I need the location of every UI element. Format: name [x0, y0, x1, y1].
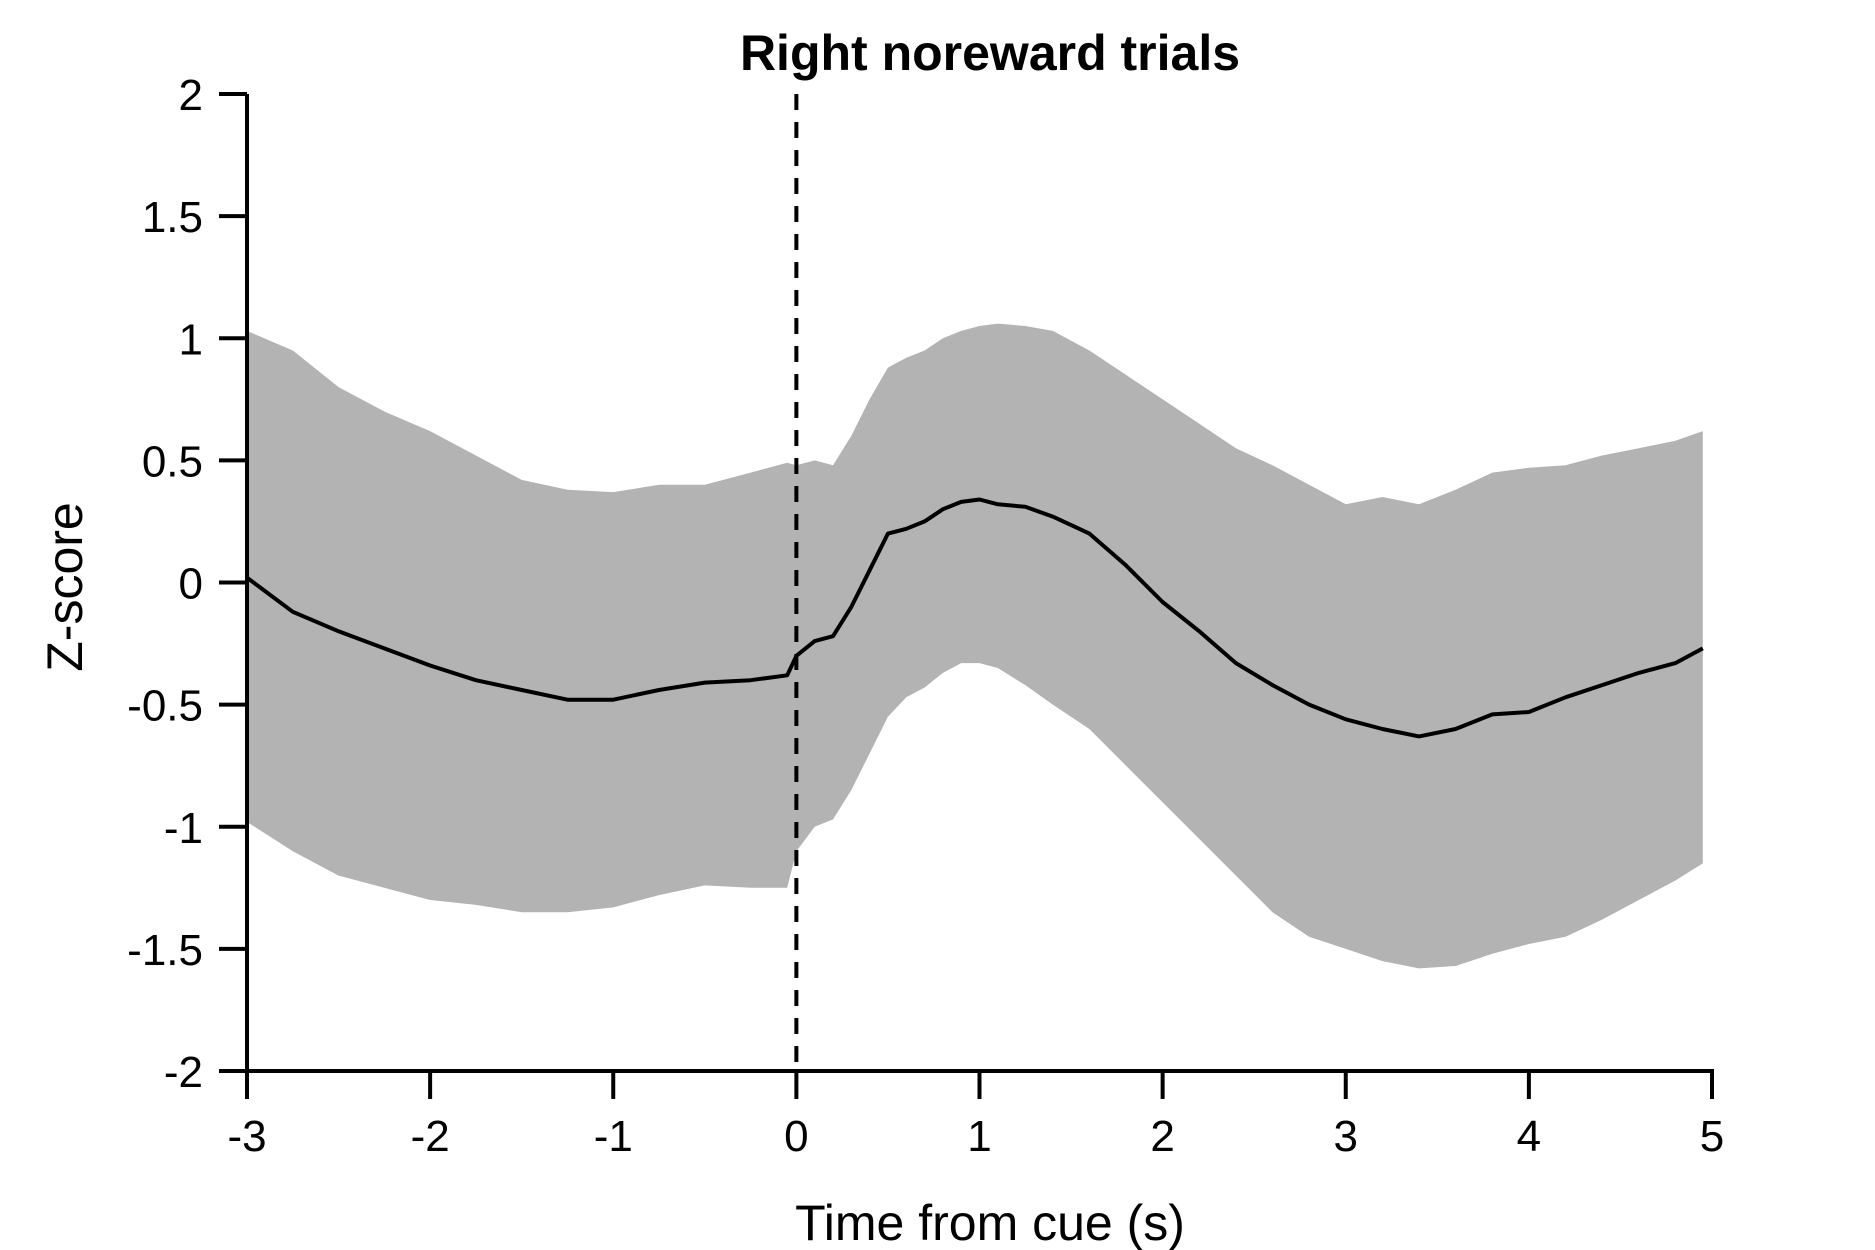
y-tick-label: -1	[164, 804, 203, 853]
y-tick-label: -1.5	[127, 926, 203, 975]
x-tick-label: 0	[784, 1112, 808, 1161]
x-tick-label: 2	[1150, 1112, 1174, 1161]
x-tick-label: -3	[227, 1112, 266, 1161]
x-tick-label: 5	[1700, 1112, 1724, 1161]
y-tick-label: 0	[179, 560, 203, 609]
error-band	[247, 323, 1703, 969]
y-tick-label: -2	[164, 1048, 203, 1097]
chart-title: Right noreward trials	[740, 25, 1240, 81]
axes: -3 -2 -1 0 1 2 3 4 5 2 1.5 1 0.5 0 -0.5 -1 -1.5 -2	[127, 71, 1724, 1161]
y-axis-label: Z-score	[37, 502, 93, 671]
x-tick-label: -2	[411, 1112, 450, 1161]
x-tick-label: 4	[1517, 1112, 1541, 1161]
y-tick-label: -0.5	[127, 682, 203, 731]
y-tick-label: 2	[179, 71, 203, 120]
plot-area	[245, 94, 1704, 1071]
mean-trace-line	[245, 497, 1704, 739]
y-tick-label: 1	[179, 315, 203, 364]
x-tick-label: -1	[594, 1112, 633, 1161]
y-tick-label: 0.5	[142, 437, 203, 486]
y-tick-label: 1.5	[142, 193, 203, 242]
x-tick-label: 1	[967, 1112, 991, 1161]
x-tick-label: 3	[1334, 1112, 1358, 1161]
x-axis-label: Time from cue (s)	[795, 1195, 1185, 1250]
